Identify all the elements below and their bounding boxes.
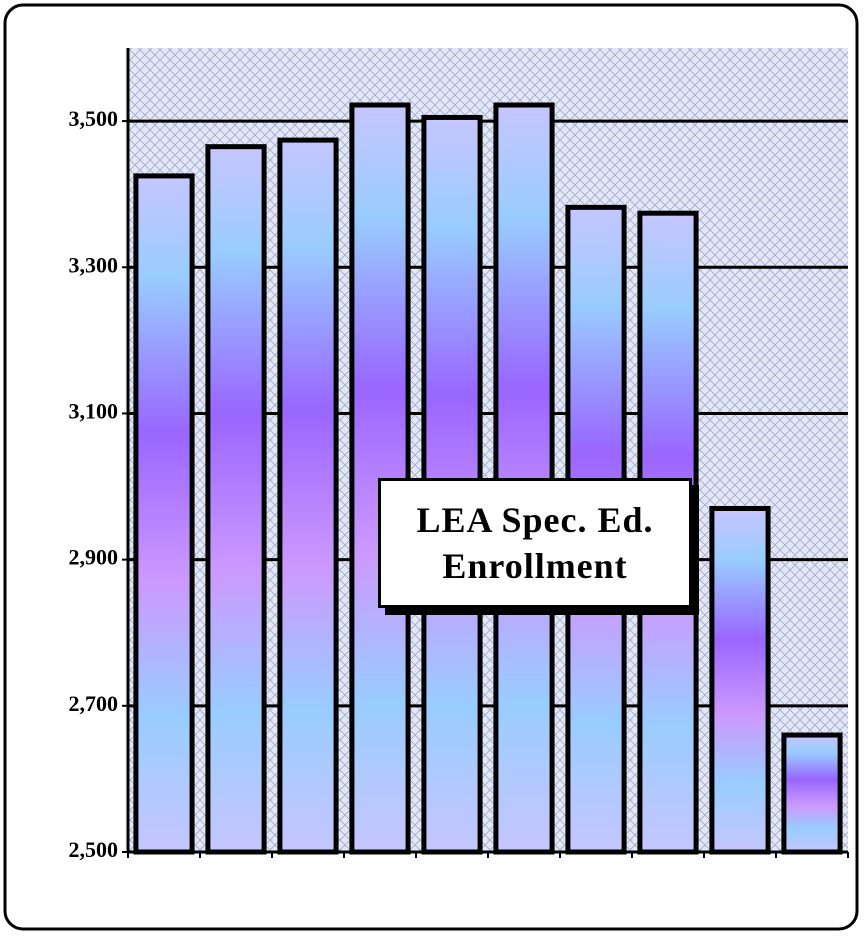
y-tick-label: 2,900: [69, 545, 119, 570]
bar: [133, 173, 195, 855]
y-tick-label: 2,500: [69, 837, 119, 862]
bar: [781, 732, 843, 855]
bar: [277, 137, 339, 855]
y-tick-label: 3,500: [69, 106, 119, 131]
y-tick-label: 2,700: [69, 691, 119, 716]
chart-title: LEA Spec. Ed. Enrollment: [378, 478, 692, 608]
bar: [205, 144, 267, 855]
y-tick-label: 3,300: [69, 252, 119, 277]
bar: [709, 505, 771, 855]
y-tick-label: 3,100: [69, 399, 119, 424]
